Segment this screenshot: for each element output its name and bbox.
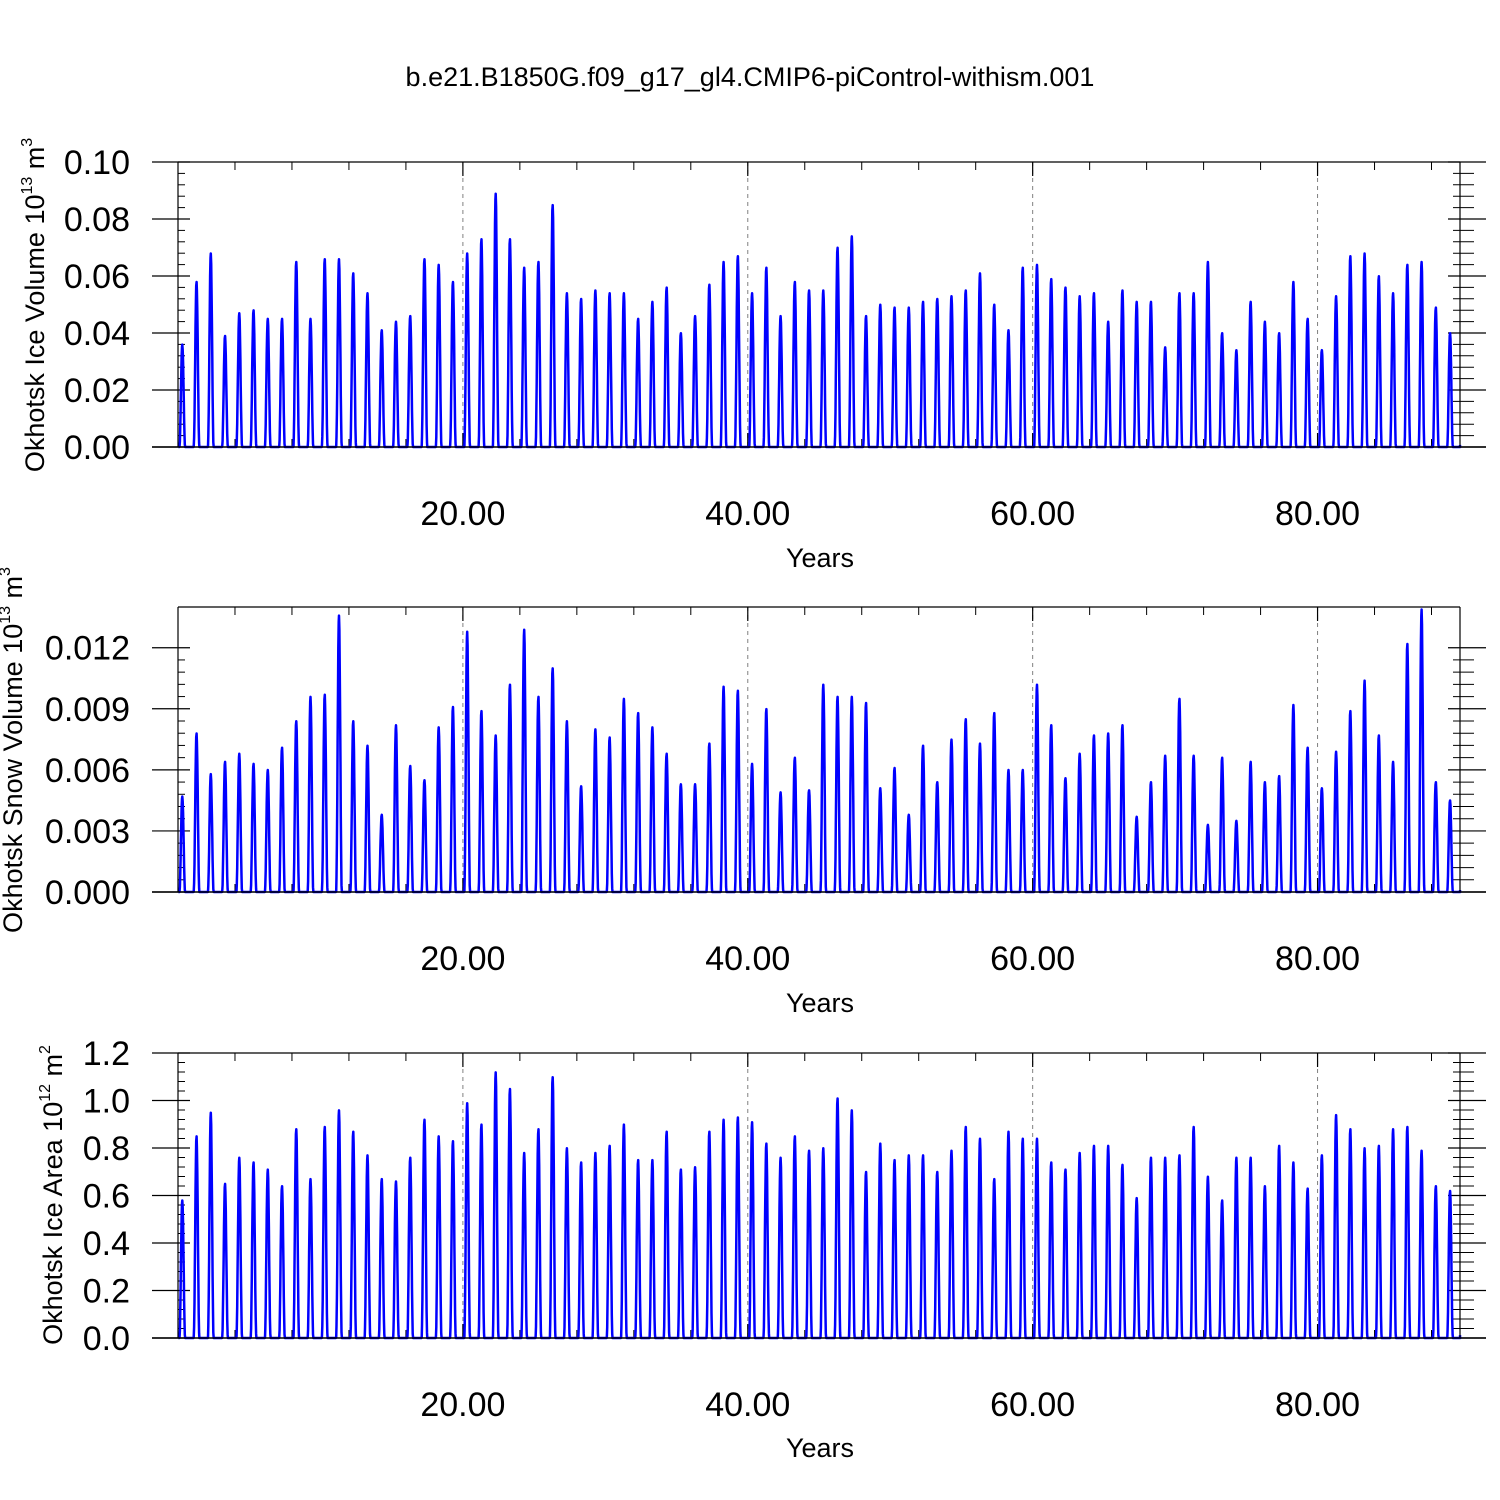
y-tick-label: 0.02: [64, 372, 130, 410]
x-tick-label: 40.00: [705, 1386, 790, 1424]
plot-area: 0.00 0.02 0.04 0.06 0.08 0.10 20.00 40.00 60.00 8…: [64, 144, 1486, 533]
y-tick-label: 0.003: [45, 813, 130, 851]
y-tick-label: 0.4: [83, 1225, 130, 1263]
y-tick-label: 0.6: [83, 1178, 130, 1216]
y-tick-label: 0.10: [64, 144, 130, 182]
y-axis-label-unit-exponent: 3: [0, 567, 14, 576]
x-axis-label: Years: [786, 1433, 854, 1463]
y-axis-label-unit-exponent: 2: [37, 1045, 54, 1054]
y-axis-label: Okhotsk Ice Volume 1013 m3: [19, 138, 50, 472]
x-tick-label: 80.00: [1275, 1386, 1360, 1424]
y-axis-label-unit: m: [0, 576, 28, 606]
y-axis-label-exponent: 13: [0, 606, 14, 624]
x-tick-label: 20.00: [420, 1386, 505, 1424]
x-tick-label: 60.00: [990, 495, 1075, 533]
plot-area: 0.0 0.2 0.4 0.6 0.8 1.0 1.2 20.00 40.00 60.00 80.0…: [83, 1035, 1486, 1424]
y-axis-label-exponent: 13: [19, 177, 36, 195]
x-tick-label: 40.00: [705, 495, 790, 533]
y-axis-label: Okhotsk Ice Area 1012 m2: [37, 1045, 68, 1345]
y-axis-label-text: Okhotsk Ice Volume 10: [20, 195, 50, 473]
y-axis-label-unit: m: [38, 1054, 68, 1084]
y-axis-label-unit-exponent: 3: [19, 138, 36, 147]
x-axis-label: Years: [786, 988, 854, 1018]
y-axis-label-text: Okhotsk Snow Volume 10: [0, 624, 28, 933]
panel-ice-volume: Okhotsk Ice Volume 1013 m3 Years: [19, 138, 854, 573]
y-axis-label: Okhotsk Snow Volume 1013 m3: [0, 567, 28, 933]
series-line: [177, 608, 1462, 894]
panel-snow-volume: Okhotsk Snow Volume 1013 m3 Years: [0, 567, 854, 1018]
y-tick-label: 0.8: [83, 1130, 130, 1168]
x-tick-label: 40.00: [705, 940, 790, 978]
x-tick-label: 20.00: [420, 940, 505, 978]
y-tick-label: 0.012: [45, 630, 130, 668]
plot-area: 0.000 0.003 0.006 0.009 0.012 20.00 40.00 60.00…: [45, 606, 1486, 978]
y-tick-label: 0.00: [64, 429, 130, 467]
y-tick-label: 0.000: [45, 874, 130, 912]
y-axis-label-exponent: 12: [37, 1084, 54, 1102]
y-tick-label: 1.2: [83, 1035, 130, 1073]
series-line: [177, 1071, 1462, 1340]
y-tick-label: 0.009: [45, 691, 130, 729]
y-tick-label: 0.0: [83, 1320, 130, 1358]
series-line: [177, 192, 1462, 449]
y-axis-label-text: Okhotsk Ice Area 10: [38, 1102, 68, 1345]
y-tick-label: 1.0: [83, 1083, 130, 1121]
x-axis-label: Years: [786, 543, 854, 573]
chart-title: b.e21.B1850G.f09_g17_gl4.CMIP6-piControl…: [406, 62, 1095, 92]
x-tick-label: 60.00: [990, 1386, 1075, 1424]
x-tick-label: 60.00: [990, 940, 1075, 978]
y-tick-label: 0.06: [64, 258, 130, 296]
y-tick-label: 0.04: [64, 315, 130, 353]
y-tick-label: 0.2: [83, 1273, 130, 1311]
y-tick-label: 0.006: [45, 752, 130, 790]
panel-ice-area: Okhotsk Ice Area 1012 m2 Years: [37, 1045, 854, 1463]
y-axis-label-unit: m: [20, 147, 50, 177]
x-tick-label: 80.00: [1275, 940, 1360, 978]
x-tick-label: 20.00: [420, 495, 505, 533]
x-tick-label: 80.00: [1275, 495, 1360, 533]
y-tick-label: 0.08: [64, 201, 130, 239]
